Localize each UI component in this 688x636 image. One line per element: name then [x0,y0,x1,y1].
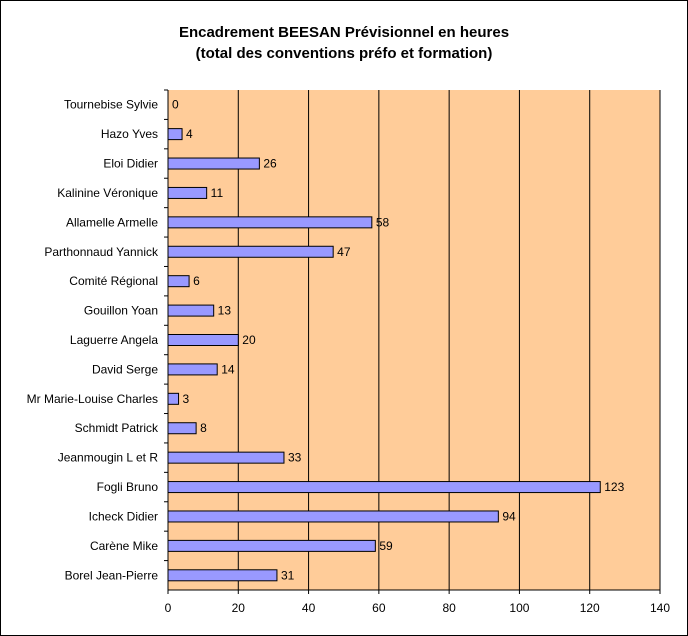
data-label: 6 [193,274,200,288]
x-tick-label: 20 [232,601,246,615]
category-label: Schmidt Patrick [75,421,159,435]
category-label: Icheck Didier [89,509,158,523]
bar [167,128,183,141]
bar [167,422,197,435]
plot-area [168,90,660,590]
category-label: Jeanmougin L et R [58,451,159,465]
category-label: Laguerre Angela [70,333,158,347]
category-label: Parthonnaud Yannick [44,245,159,259]
data-label: 13 [218,304,232,318]
data-label: 20 [242,333,256,347]
category-label: Comité Régional [69,274,158,288]
x-tick-label: 0 [165,601,172,615]
bar [167,451,285,464]
category-label: Hazo Yves [101,127,158,141]
category-label: Allamelle Armelle [66,215,158,229]
x-tick-label: 80 [442,601,456,615]
bar [167,392,180,405]
bar [167,481,601,494]
bar [167,539,376,552]
category-label: Gouillon Yoan [84,304,158,318]
bar [167,245,334,258]
data-label: 14 [221,362,235,376]
data-label: 0 [172,98,179,112]
data-label: 31 [281,568,295,582]
category-label: Mr Marie-Louise Charles [27,392,158,406]
x-tick-label: 140 [650,601,670,615]
category-label: Fogli Bruno [97,480,159,494]
chart-title-line-2: (total des conventions préfo et formatio… [195,45,493,62]
category-label: Carène Mike [90,539,158,553]
x-tick-label: 40 [302,601,316,615]
data-label: 47 [337,245,351,259]
data-label: 8 [200,421,207,435]
data-label: 33 [288,451,302,465]
data-label: 11 [211,186,224,200]
bar [167,275,190,288]
data-label: 4 [186,127,193,141]
data-label: 94 [502,509,516,523]
x-tick-label: 60 [372,601,386,615]
category-label: Kalinine Véronique [57,186,158,200]
bar [167,510,499,523]
category-label: Borel Jean-Pierre [65,568,159,582]
bar [167,216,373,229]
chart-title-line-1: Encadrement BEESAN Prévisionnel en heure… [178,24,510,41]
bar [167,363,218,376]
category-label: Eloi Didier [103,157,158,171]
data-label: 59 [379,539,393,553]
data-label: 123 [604,480,624,494]
bar [167,334,239,346]
bar [167,304,215,317]
bar [167,569,278,582]
data-label: 26 [263,157,277,171]
data-label: 58 [376,215,390,229]
x-tick-label: 100 [509,601,529,615]
bar [167,157,260,170]
x-tick-label: 120 [580,601,600,615]
category-label: Tournebise Sylvie [64,98,158,112]
bar [167,186,208,199]
data-label: 3 [183,392,190,406]
category-label: David Serge [92,362,158,376]
